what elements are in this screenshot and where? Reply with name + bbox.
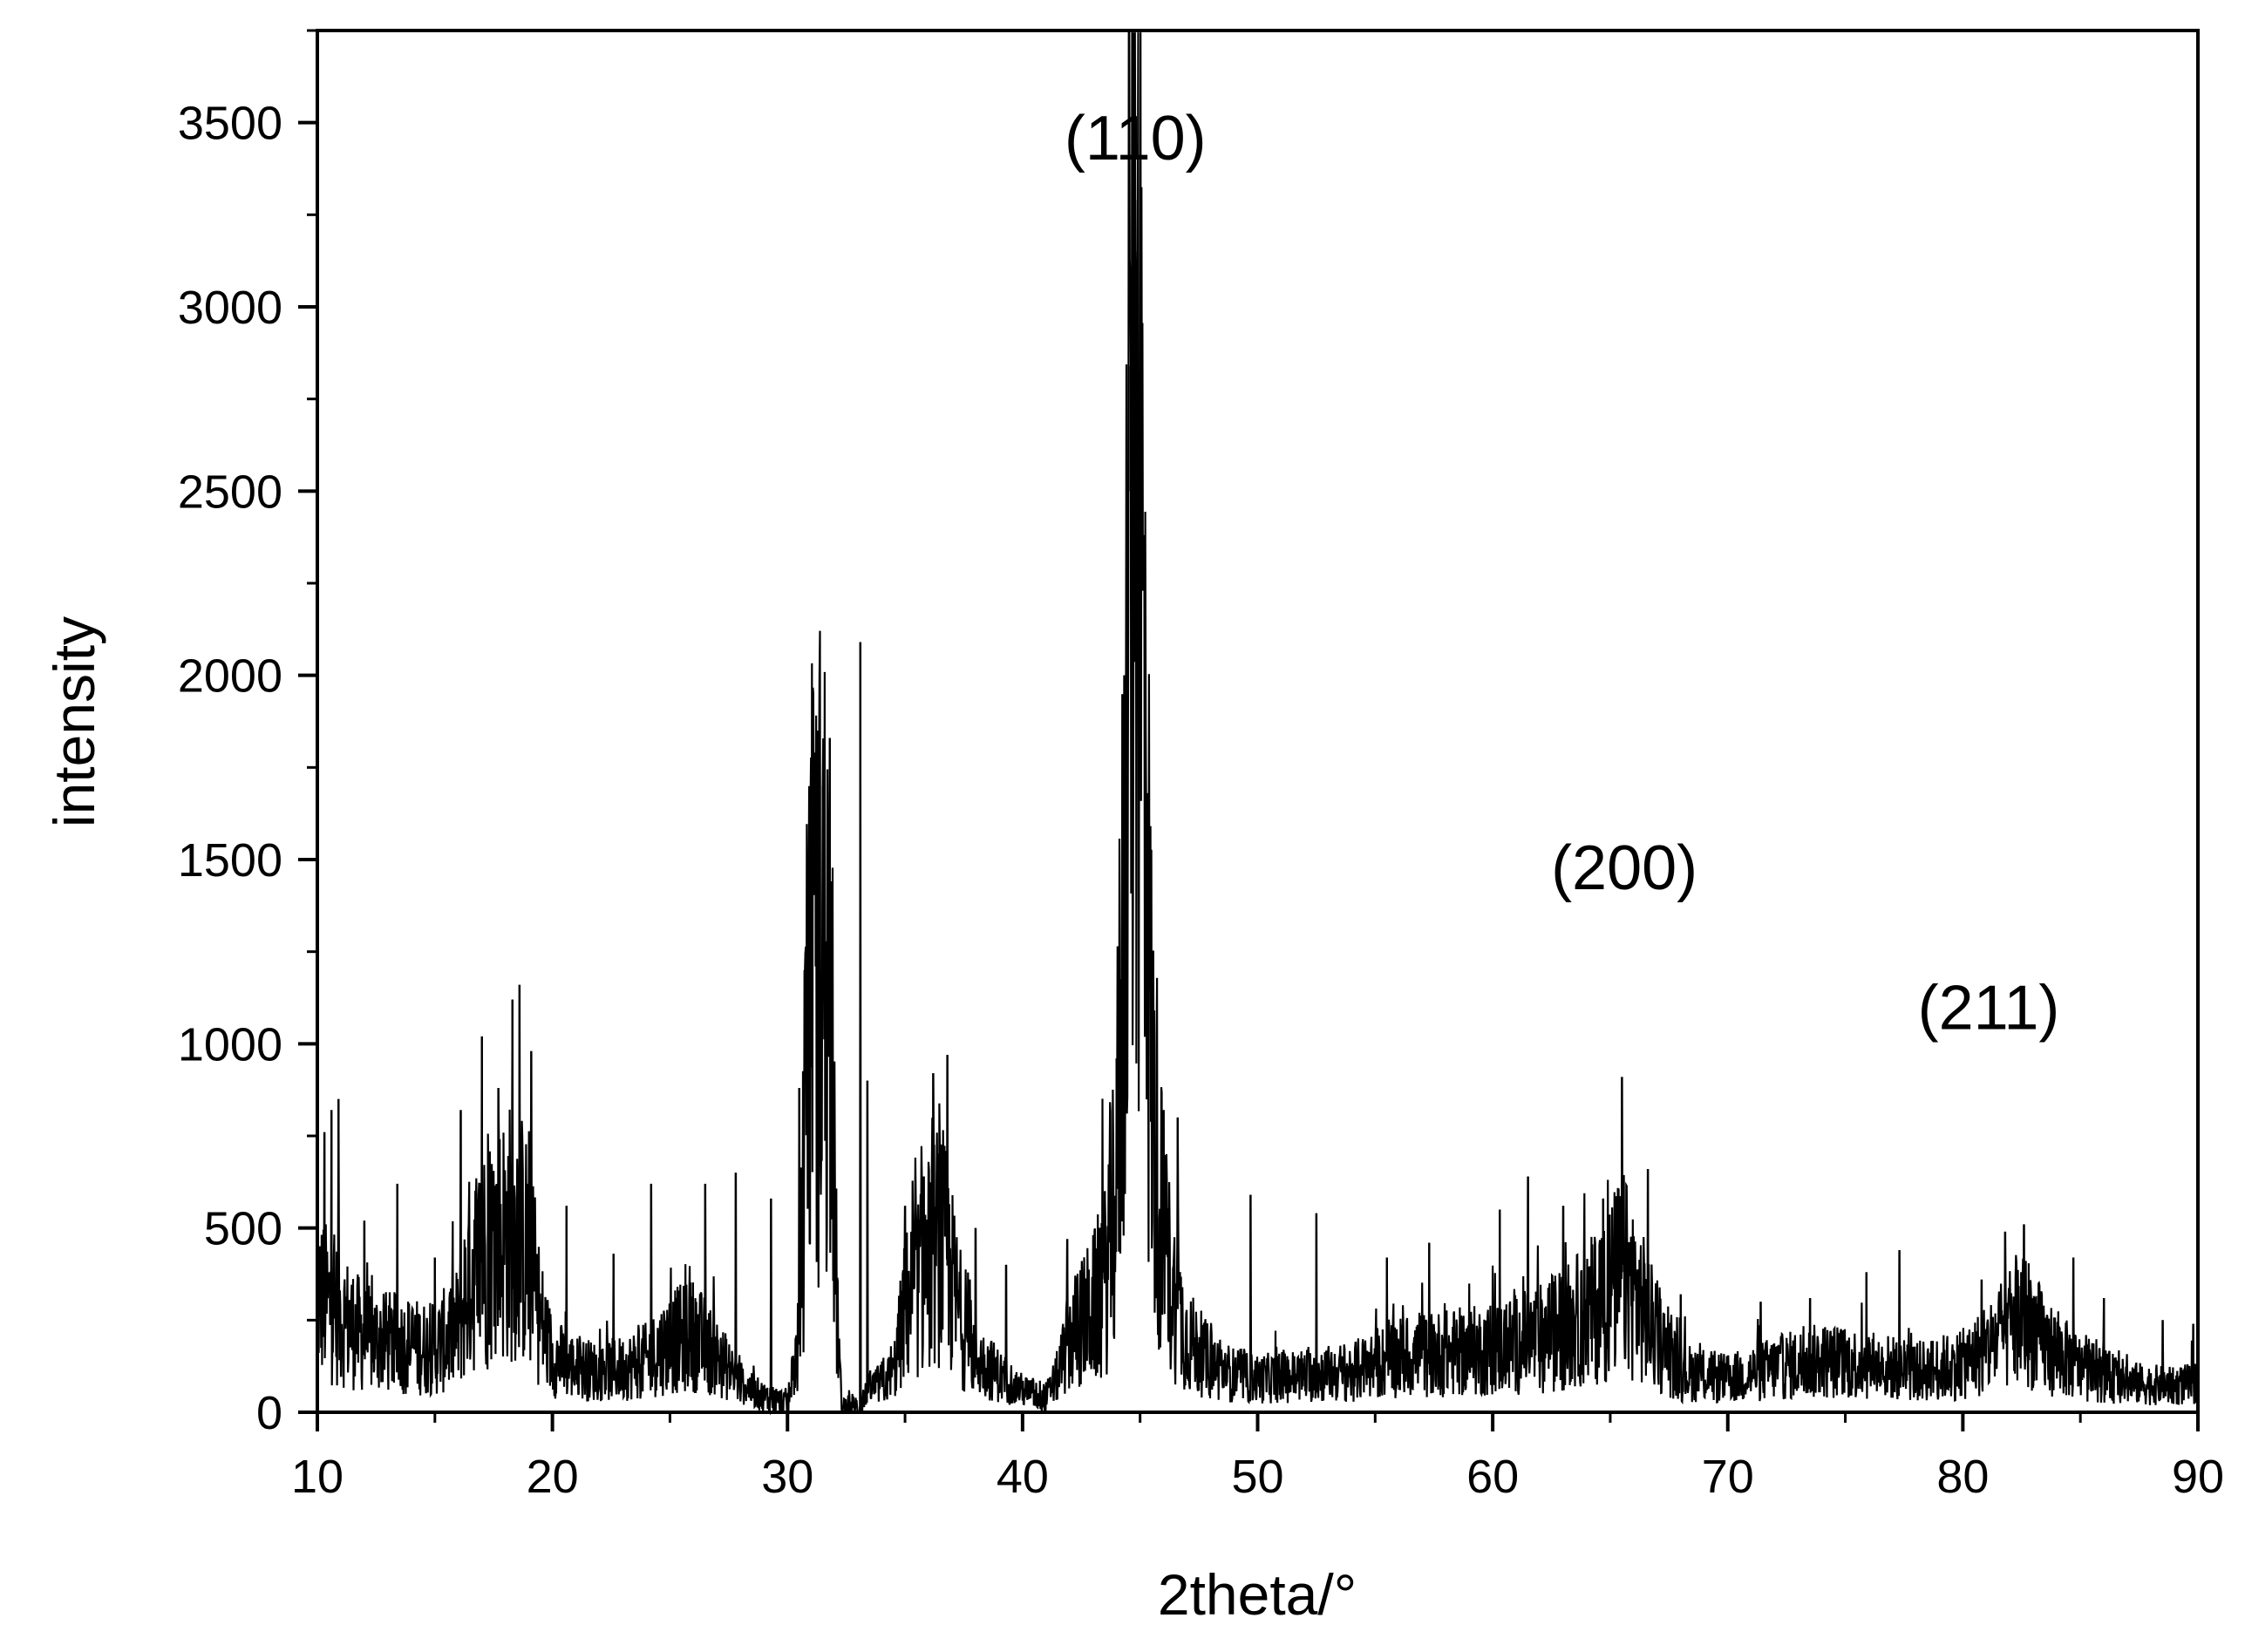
y-axis-label: intensity bbox=[42, 616, 106, 827]
x-tick-label: 90 bbox=[2172, 1451, 2224, 1503]
y-tick-label: 3000 bbox=[178, 282, 282, 334]
y-tick-label: 0 bbox=[256, 1387, 282, 1439]
y-tick-label: 2500 bbox=[178, 466, 282, 518]
x-tick-label: 60 bbox=[1466, 1451, 1519, 1503]
tick-labels: 10 20 30 40 50 60 70 80 90 0 500 1000 1500 2000 2500 30… bbox=[178, 98, 2224, 1503]
annotations: (110) (200) (211) bbox=[1065, 104, 2059, 1043]
series-line bbox=[316, 31, 2200, 1416]
x-tick-label: 80 bbox=[1936, 1451, 1989, 1503]
y-tick-label: 500 bbox=[204, 1203, 282, 1255]
ticks bbox=[298, 29, 2200, 1431]
data-layer bbox=[316, 31, 2200, 1416]
x-tick-label: 30 bbox=[761, 1451, 813, 1503]
x-axis-label: 2theta/° bbox=[1158, 1562, 1357, 1627]
x-tick-label: 10 bbox=[291, 1451, 344, 1503]
peak-annotation: (200) bbox=[1551, 833, 1697, 903]
plot-frame bbox=[316, 29, 2200, 1414]
peak-annotation: (110) bbox=[1065, 104, 1207, 173]
x-tick-label: 70 bbox=[1702, 1451, 1754, 1503]
y-tick-label: 3500 bbox=[178, 98, 282, 150]
peak-annotation: (211) bbox=[1918, 973, 2060, 1043]
y-tick-label: 1500 bbox=[178, 834, 282, 887]
x-tick-label: 20 bbox=[527, 1451, 579, 1503]
y-tick-label: 2000 bbox=[178, 650, 282, 703]
x-tick-label: 50 bbox=[1231, 1451, 1283, 1503]
x-tick-label: 40 bbox=[997, 1451, 1049, 1503]
y-tick-label: 1000 bbox=[178, 1018, 282, 1071]
